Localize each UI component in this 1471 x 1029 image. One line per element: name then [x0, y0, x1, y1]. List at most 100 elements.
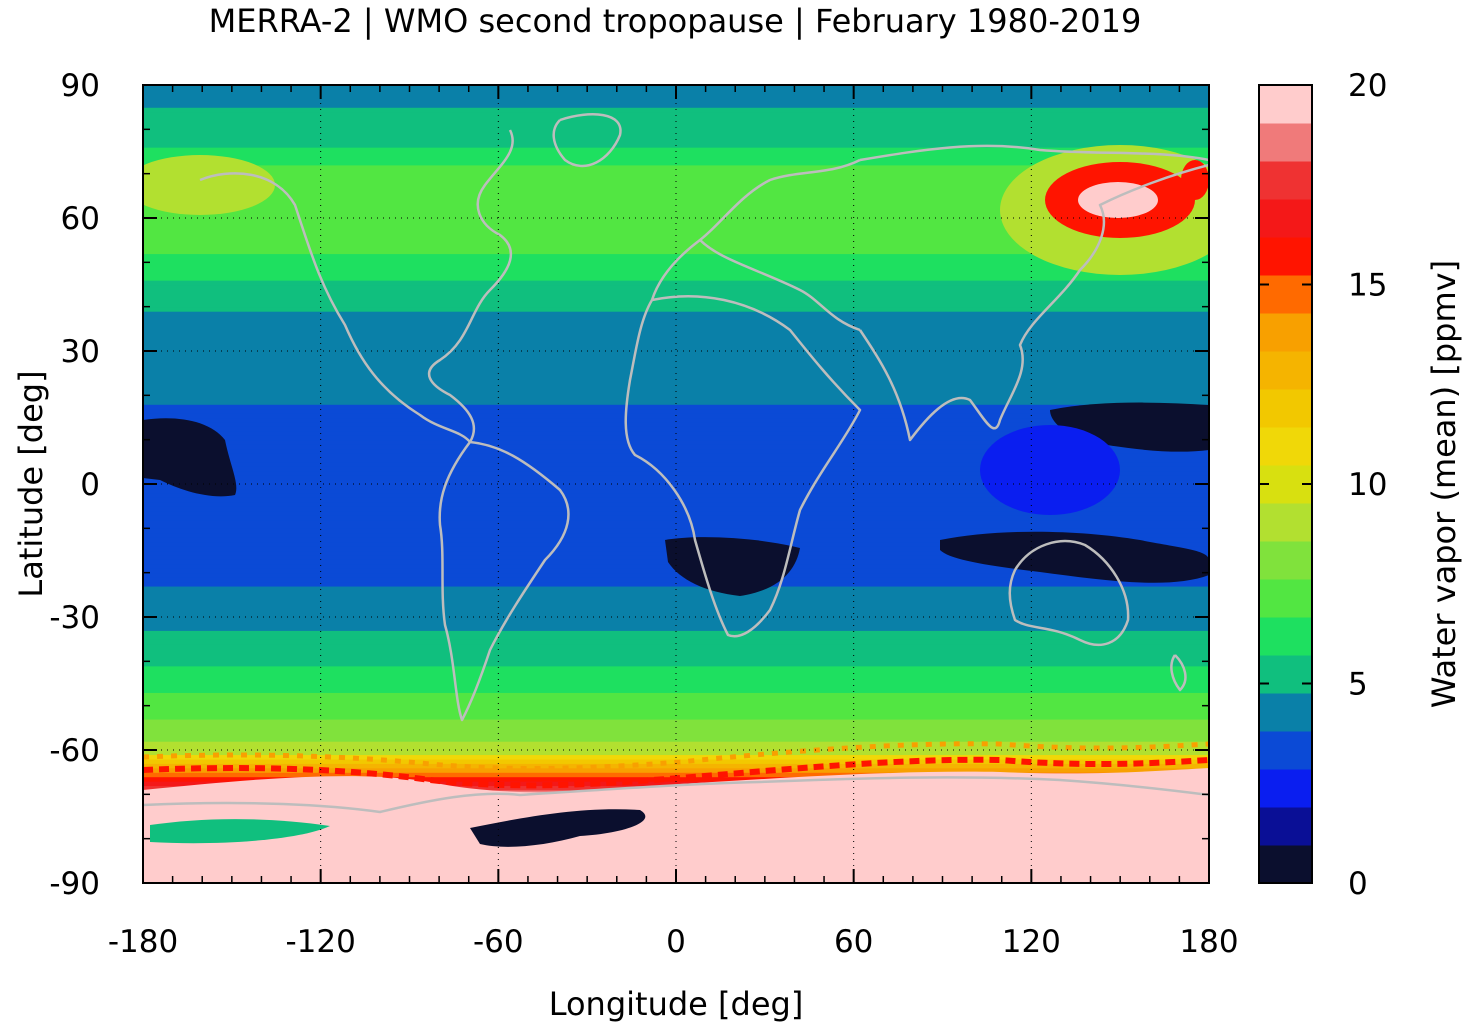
field-band [143, 359, 1209, 365]
field-band [143, 315, 1209, 321]
field-band [143, 630, 1209, 636]
field-band [143, 772, 1209, 778]
grid-lines [143, 85, 1209, 883]
colorbar-segment [1259, 807, 1312, 846]
field-band [143, 200, 1209, 206]
field-band [143, 333, 1209, 339]
field-band [143, 519, 1209, 525]
field-band [143, 116, 1209, 122]
field-band [143, 528, 1209, 534]
field-band [143, 218, 1209, 224]
field-band [143, 169, 1209, 175]
field-band [143, 444, 1209, 450]
field-band [143, 235, 1209, 241]
field-anomalies [143, 145, 1209, 883]
colorbar-segment [1259, 351, 1312, 390]
field-band [143, 621, 1209, 627]
field-band [143, 111, 1209, 117]
colorbar-label: Water vapor (mean) [ppmv] [1425, 260, 1463, 708]
field-band [143, 479, 1209, 485]
field-band [143, 164, 1209, 170]
field-band [143, 484, 1209, 490]
colorbar-segment [1259, 503, 1312, 542]
field-band [143, 470, 1209, 476]
colorbar-segment [1259, 769, 1312, 808]
field-band [143, 240, 1209, 246]
field-band [143, 421, 1209, 427]
colorbar-ticks: 0 5 10 15 20 [1259, 68, 1387, 902]
field-band [143, 160, 1209, 166]
field-band [143, 603, 1209, 609]
field-band [143, 213, 1209, 219]
field-band [143, 674, 1209, 680]
colorbar-segment [1259, 617, 1312, 656]
field-band [143, 324, 1209, 330]
field-band [143, 364, 1209, 370]
field-band [143, 652, 1209, 658]
field-band [143, 102, 1209, 108]
field-band [143, 643, 1209, 649]
field-band [143, 763, 1209, 769]
field-band [143, 377, 1209, 383]
field-band [143, 461, 1209, 467]
field-band [143, 656, 1209, 662]
field-band [143, 399, 1209, 405]
greenland-coast [552, 113, 622, 168]
field-band [143, 492, 1209, 498]
field-band [143, 195, 1209, 201]
field-band [143, 523, 1209, 529]
colorbar-segment [1259, 237, 1312, 276]
field-band [143, 386, 1209, 392]
field-band [143, 133, 1209, 139]
africa-coast [624, 295, 862, 638]
x-tick-label: 0 [666, 924, 686, 960]
y-tick-label: 60 [61, 201, 100, 237]
antarctic-edge-orange [143, 741, 1209, 771]
y-tick-label: 90 [61, 68, 100, 104]
field-band [143, 745, 1209, 751]
field-band [143, 466, 1209, 472]
australia-coast [1008, 540, 1130, 647]
field-band [143, 754, 1209, 760]
plot-ticks [142, 84, 1210, 884]
x-tick-label: -180 [108, 924, 178, 960]
field-band [143, 452, 1209, 458]
field-band [143, 253, 1209, 259]
field-band [143, 639, 1209, 645]
field-band [143, 661, 1209, 667]
field-band [143, 222, 1209, 228]
colorbar-segment [1259, 731, 1312, 770]
colorbar-segment [1259, 845, 1312, 884]
x-tick-label: -120 [285, 924, 355, 960]
antarctica-coast [143, 776, 1209, 814]
field-band [143, 594, 1209, 600]
field-band [143, 510, 1209, 516]
field-band [143, 781, 1209, 787]
field-band [143, 457, 1209, 463]
field-band [143, 266, 1209, 272]
field-band [143, 138, 1209, 144]
colorbar-tick-label: 0 [1348, 866, 1368, 902]
field-band [143, 723, 1209, 729]
colorbar-tick-label: 15 [1348, 268, 1387, 304]
field-band [143, 679, 1209, 685]
field-band [143, 271, 1209, 277]
field-band [143, 129, 1209, 135]
field-band [143, 204, 1209, 210]
field-band [143, 612, 1209, 618]
field-band [143, 687, 1209, 693]
field-band [143, 351, 1209, 357]
alaska-moist [143, 155, 275, 215]
antarctica-region [143, 768, 1209, 883]
x-tick-labels: -180 -120 -60 0 60 120 180 [108, 924, 1239, 960]
field-band [143, 665, 1209, 671]
colorbar-segment [1259, 199, 1312, 238]
maritime-continent-blue [980, 425, 1120, 515]
field-band [143, 178, 1209, 184]
field-band [143, 625, 1209, 631]
field-band [143, 585, 1209, 591]
field-band [143, 155, 1209, 161]
colorbar-segment [1259, 655, 1312, 694]
field-band [143, 417, 1209, 423]
